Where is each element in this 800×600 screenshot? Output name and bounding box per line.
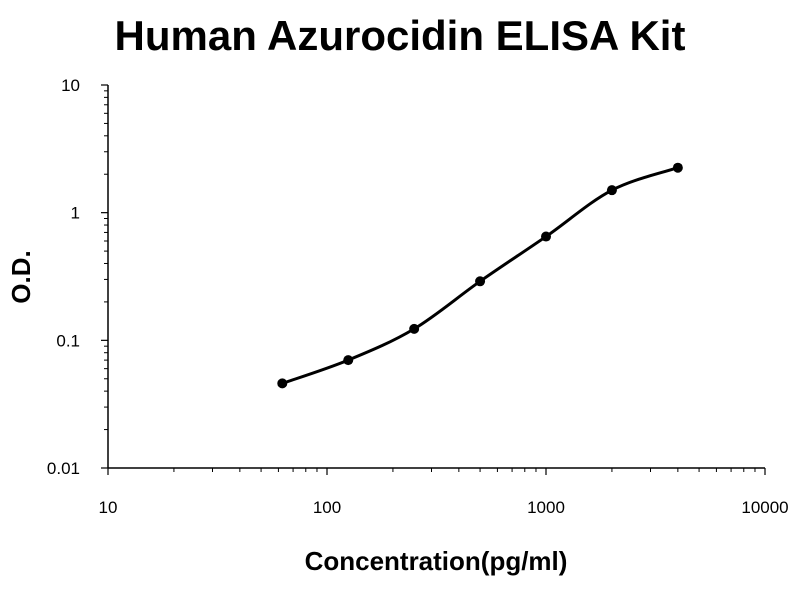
- data-points: [277, 162, 683, 389]
- y-tick-label: 0.1: [56, 331, 80, 350]
- data-point: [343, 355, 354, 366]
- fit-curve: [281, 166, 679, 385]
- data-point: [475, 276, 486, 287]
- data-point: [606, 185, 617, 196]
- data-point: [409, 323, 420, 334]
- x-axis-ticks: 10 100 1000 10000: [99, 468, 789, 517]
- data-point: [541, 231, 551, 242]
- y-tick-label: 10: [61, 76, 80, 95]
- x-tick-label: 1000: [527, 498, 565, 517]
- chart-title: Human Azurocidin ELISA Kit: [114, 12, 686, 59]
- x-axis-label: Concentration(pg/ml): [305, 546, 568, 576]
- data-point: [277, 378, 288, 389]
- y-axis-ticks: 0.01 0.1 1 10: [47, 76, 108, 478]
- y-tick-label: 0.01: [47, 459, 80, 478]
- y-axis-label: O.D.: [6, 250, 36, 303]
- data-point: [672, 162, 683, 173]
- x-tick-label: 10000: [741, 498, 788, 517]
- y-tick-label: 1: [71, 204, 80, 223]
- x-tick-label: 100: [313, 498, 341, 517]
- x-tick-label: 10: [99, 498, 118, 517]
